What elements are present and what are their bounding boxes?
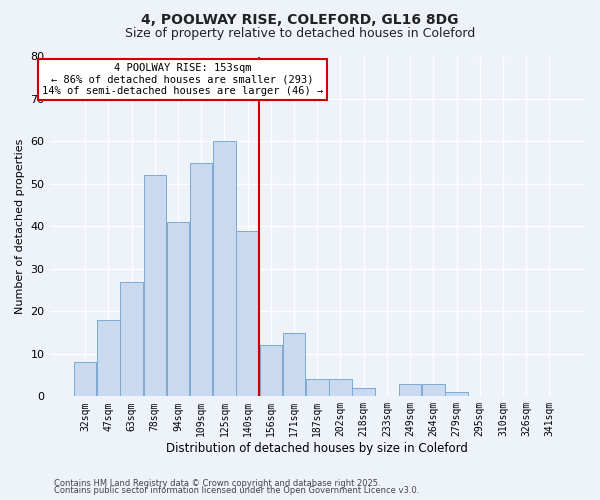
- Bar: [213, 142, 236, 396]
- Bar: [283, 332, 305, 396]
- Text: 4 POOLWAY RISE: 153sqm
← 86% of detached houses are smaller (293)
14% of semi-de: 4 POOLWAY RISE: 153sqm ← 86% of detached…: [42, 63, 323, 96]
- Bar: [329, 380, 352, 396]
- X-axis label: Distribution of detached houses by size in Coleford: Distribution of detached houses by size …: [166, 442, 468, 455]
- Bar: [143, 176, 166, 396]
- Text: Size of property relative to detached houses in Coleford: Size of property relative to detached ho…: [125, 28, 475, 40]
- Bar: [97, 320, 119, 396]
- Bar: [236, 230, 259, 396]
- Bar: [260, 346, 282, 397]
- Bar: [399, 384, 421, 396]
- Bar: [306, 380, 329, 396]
- Bar: [352, 388, 375, 396]
- Text: Contains public sector information licensed under the Open Government Licence v3: Contains public sector information licen…: [54, 486, 419, 495]
- Y-axis label: Number of detached properties: Number of detached properties: [15, 138, 25, 314]
- Bar: [167, 222, 189, 396]
- Bar: [190, 162, 212, 396]
- Text: 4, POOLWAY RISE, COLEFORD, GL16 8DG: 4, POOLWAY RISE, COLEFORD, GL16 8DG: [141, 12, 459, 26]
- Text: Contains HM Land Registry data © Crown copyright and database right 2025.: Contains HM Land Registry data © Crown c…: [54, 478, 380, 488]
- Bar: [74, 362, 97, 396]
- Bar: [121, 282, 143, 397]
- Bar: [422, 384, 445, 396]
- Bar: [445, 392, 468, 396]
